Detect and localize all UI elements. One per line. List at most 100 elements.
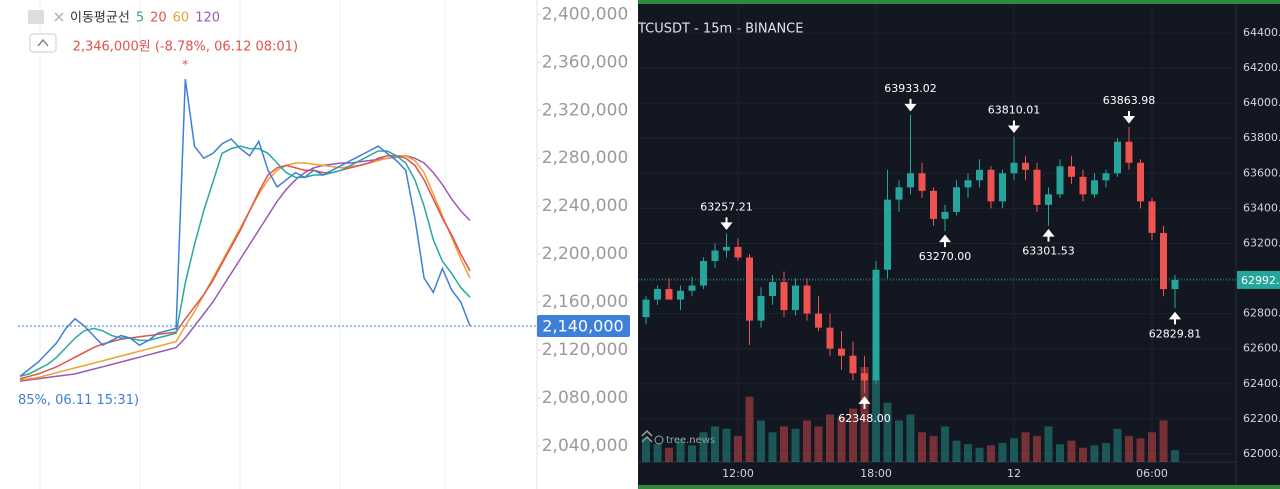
volume-bar <box>1067 440 1076 462</box>
expand-icon[interactable] <box>641 429 653 443</box>
candle-body <box>1171 279 1179 290</box>
candle-body <box>1068 166 1075 177</box>
candle-body <box>1114 141 1121 174</box>
y-tick-label: 2,200,000 <box>542 244 629 264</box>
volume-bar <box>941 426 949 462</box>
ma-line <box>19 155 471 382</box>
volume-bar <box>883 402 892 462</box>
annotation-label: 63301.53 <box>1022 245 1075 258</box>
candle-body <box>1045 194 1052 205</box>
volume-bar <box>998 443 1007 462</box>
volume-bar <box>1136 438 1145 462</box>
y-tick-label: 2,400,000 <box>542 4 629 24</box>
y-tick-label: 2,160,000 <box>542 292 629 312</box>
y-tick-label: 2,120,000 <box>542 340 629 360</box>
candle-body <box>987 169 995 202</box>
annotation-label: 63810.01 <box>988 103 1041 116</box>
candle-body <box>780 282 788 311</box>
legend-entry: 5 <box>136 11 144 26</box>
last-value-label: 2,140,000 <box>542 317 623 336</box>
last-value-label: 62992.00 <box>1241 274 1280 287</box>
annotation-label: 63933.02 <box>884 82 937 95</box>
volume-bar <box>676 440 685 462</box>
volume-bar <box>906 414 915 462</box>
volume-bar <box>952 440 961 462</box>
candle-body <box>734 246 742 258</box>
annotation-arrow <box>720 217 733 231</box>
top-bar <box>638 0 1280 4</box>
y-tick-label: 62000.00 <box>1243 447 1280 460</box>
last-value-box <box>537 315 630 337</box>
candle-body <box>976 169 983 181</box>
y-tick-label: 64000.00 <box>1243 96 1280 109</box>
candle-body <box>953 187 960 212</box>
watermark: tree.news <box>666 435 715 446</box>
y-tick-label: 2,320,000 <box>542 100 629 120</box>
candle-body <box>792 285 799 311</box>
y-tick-label: 2,280,000 <box>542 148 629 168</box>
y-tick-label: 2,040,000 <box>542 436 629 456</box>
candle-body <box>688 285 696 291</box>
x-tick-label: 06:00 <box>1136 467 1168 480</box>
volume-bar <box>837 416 846 462</box>
ma-line <box>19 155 471 381</box>
volume-bar <box>1113 428 1122 462</box>
candle-body <box>861 373 868 381</box>
high-annotation: 2,346,000원 (-8.78%, 06.12 08:01) <box>73 40 298 55</box>
candle-body <box>677 290 684 300</box>
candle-body <box>700 260 707 286</box>
y-tick-label: 2,080,000 <box>542 388 629 408</box>
volume-bar <box>895 420 903 462</box>
y-tick-label: 63800.00 <box>1243 131 1280 144</box>
y-tick-label: 63400.00 <box>1243 201 1280 214</box>
candle-body <box>1125 141 1133 163</box>
candle-body <box>642 299 650 318</box>
volume-bar <box>665 447 673 462</box>
y-tick-label: 63600.00 <box>1243 166 1280 179</box>
x-tick-label: 12:00 <box>722 467 754 480</box>
volume-bar <box>860 367 869 462</box>
candle-body <box>665 289 673 300</box>
ma-line <box>19 145 471 378</box>
candle-body <box>999 173 1006 202</box>
annotation-label: 62829.81 <box>1149 327 1202 340</box>
high-marker: * <box>182 58 188 72</box>
candle-body <box>895 187 903 200</box>
legend-entry: 120 <box>195 11 220 26</box>
price-chart-right: TCUSDT - 15m - BINANCE tree.news 62000.0… <box>638 0 1280 489</box>
volume-bar <box>734 435 742 462</box>
volume-bar <box>849 408 857 462</box>
candle-body <box>826 327 834 349</box>
y-tick-label: 62200.00 <box>1243 412 1280 425</box>
candle-body <box>838 348 845 356</box>
volume-bar <box>780 426 788 462</box>
close-icon[interactable] <box>54 12 64 22</box>
x-tick-label: 12 <box>1007 467 1021 480</box>
volume-bar <box>1033 435 1041 462</box>
candle-body <box>1137 162 1144 202</box>
candle-body <box>849 355 857 374</box>
collapse-button[interactable] <box>29 33 57 53</box>
candle-body <box>1010 162 1018 174</box>
candle-body <box>1022 162 1029 170</box>
annotation-arrow <box>904 98 917 112</box>
volume-bar <box>745 396 754 462</box>
annotation-arrow <box>1168 311 1182 325</box>
candle-body <box>803 285 811 314</box>
volume-bar <box>1102 443 1110 462</box>
candle-body <box>918 173 926 191</box>
annotation-label: 62348.00 <box>838 412 891 425</box>
candle-body <box>757 296 765 321</box>
volume-bar <box>642 438 650 462</box>
volume-bar <box>1056 444 1064 462</box>
volume-bar <box>1079 447 1087 462</box>
x-tick-label: 18:00 <box>860 467 892 480</box>
settings-icon[interactable] <box>28 10 44 24</box>
candle-body <box>769 282 776 297</box>
candle-body <box>746 257 753 321</box>
watermark-icon <box>654 435 664 445</box>
y-tick-label: 62400.00 <box>1243 377 1280 390</box>
volume-bar <box>929 435 938 462</box>
volume-bar <box>768 432 777 462</box>
